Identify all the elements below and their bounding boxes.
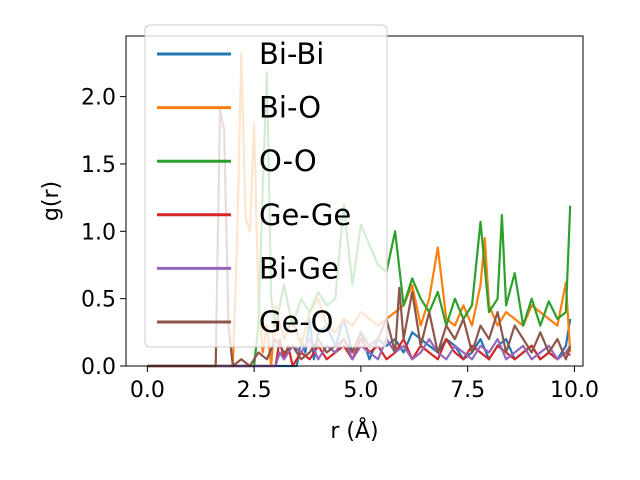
- x-axis-ticks: 0.0 2.5 5.0 7.5 10.0: [130, 366, 599, 403]
- legend-label: Ge-O: [259, 305, 333, 339]
- x-tick-label: 5.0: [343, 378, 378, 403]
- legend: Bi-Bi Bi-O O-O Ge-Ge Bi-Ge Ge-O: [144, 24, 388, 348]
- x-tick-label: 0.0: [130, 378, 165, 403]
- legend-box: [144, 24, 388, 348]
- y-tick-label: 0.5: [81, 288, 116, 313]
- x-tick-label: 2.5: [237, 378, 272, 403]
- x-axis-label: r (Å): [330, 417, 378, 444]
- y-tick-label: 1.0: [81, 220, 116, 245]
- y-axis-ticks: 0.0 0.5 1.0 1.5 2.0: [81, 86, 126, 380]
- legend-label: Bi-O: [259, 91, 321, 125]
- legend-label: Ge-Ge: [259, 198, 351, 232]
- y-axis-label: g(r): [39, 181, 64, 221]
- legend-label: Bi-Bi: [259, 37, 324, 71]
- y-tick-label: 0.0: [81, 355, 116, 380]
- x-tick-label: 10.0: [550, 378, 599, 403]
- x-tick-label: 7.5: [450, 378, 485, 403]
- y-tick-label: 1.5: [81, 153, 116, 178]
- y-tick-label: 2.0: [81, 86, 116, 111]
- legend-label: O-O: [259, 144, 317, 178]
- legend-label: Bi-Ge: [259, 251, 339, 285]
